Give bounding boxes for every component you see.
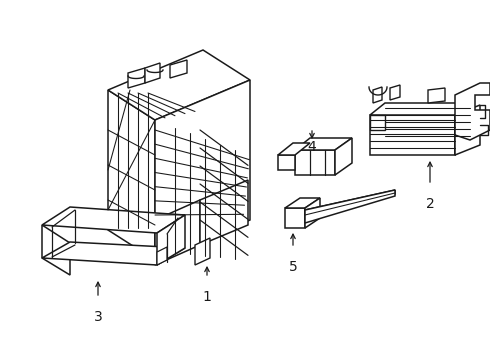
Polygon shape [145,63,160,83]
Polygon shape [108,50,250,120]
Polygon shape [305,190,395,214]
Polygon shape [128,68,145,88]
Polygon shape [42,242,185,265]
Text: 4: 4 [308,140,317,154]
Polygon shape [155,200,200,265]
Text: 2: 2 [426,197,434,211]
Polygon shape [155,80,250,260]
Polygon shape [305,198,320,228]
Polygon shape [305,190,395,223]
Polygon shape [390,85,400,100]
Polygon shape [157,247,167,265]
Polygon shape [295,138,352,150]
Polygon shape [157,215,185,265]
Text: 3: 3 [94,310,102,324]
Polygon shape [335,138,352,175]
Polygon shape [455,105,480,135]
Polygon shape [285,198,320,208]
Polygon shape [42,225,70,275]
Polygon shape [108,90,155,260]
Polygon shape [370,103,470,115]
Polygon shape [370,115,385,130]
Polygon shape [278,143,310,155]
Polygon shape [455,125,480,155]
Polygon shape [285,208,305,228]
Polygon shape [200,180,248,245]
Polygon shape [428,88,445,103]
Polygon shape [455,83,490,140]
Polygon shape [295,150,335,175]
Polygon shape [370,115,455,155]
Polygon shape [455,103,470,155]
Text: 5: 5 [289,260,297,274]
Polygon shape [42,207,185,233]
Text: 1: 1 [202,290,212,304]
Polygon shape [373,87,382,103]
Polygon shape [195,238,210,265]
Polygon shape [170,60,187,78]
Polygon shape [278,155,295,170]
